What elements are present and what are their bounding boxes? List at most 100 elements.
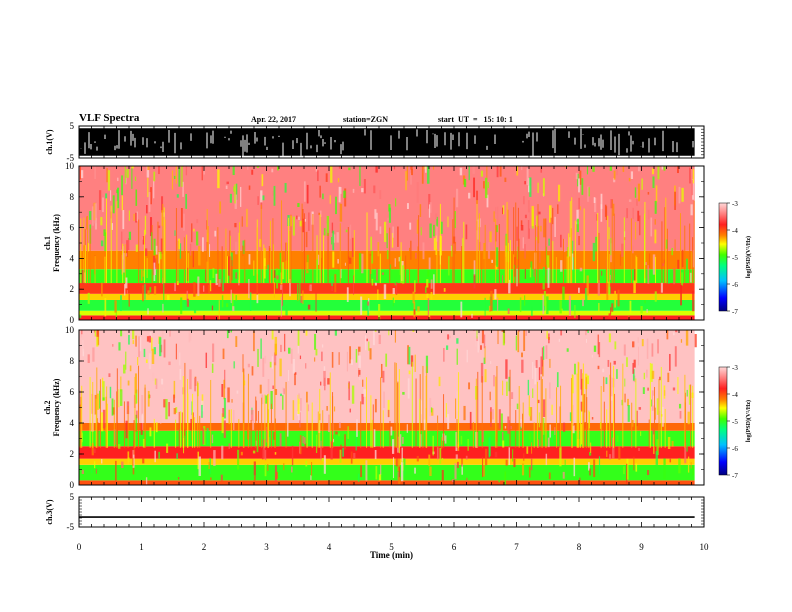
spectrogram-speckle: [123, 364, 126, 374]
spectrogram-speckle: [361, 188, 364, 193]
spectrogram-speckle: [455, 391, 459, 412]
spectrogram-speckle: [98, 190, 102, 211]
spectrogram-speckle: [588, 411, 591, 429]
spectrogram-speckle: [373, 429, 376, 448]
spectrogram-speckle: [233, 361, 235, 369]
spectrogram-speckle: [578, 236, 580, 246]
spectrogram-speckle: [188, 330, 191, 343]
spectrogram-speckle: [133, 213, 135, 221]
spectrogram-speckle: [546, 296, 549, 315]
spectrogram-speckle: [145, 359, 148, 364]
spectrogram-speckle: [377, 289, 379, 301]
spectrogram-speckle: [87, 292, 90, 304]
spectrogram-speckle: [494, 289, 497, 300]
spectrogram-speckle: [222, 348, 225, 360]
spectrogram-speckle: [340, 268, 342, 279]
spectrogram-speckle: [651, 343, 654, 357]
spectrogram-speckle: [284, 182, 287, 193]
spectrogram-speckle: [134, 392, 137, 405]
spectrogram-speckle: [571, 253, 574, 270]
spectrogram-speckle: [523, 330, 526, 352]
spectrogram-speckle: [317, 254, 320, 265]
spectrogram-speckle: [349, 224, 352, 239]
spectrogram-speckle: [227, 387, 230, 403]
spectrogram-speckle: [422, 242, 425, 260]
spectrogram-speckle: [545, 345, 548, 359]
colorbar-tick-label: -3: [732, 364, 738, 372]
spectrogram-speckle: [477, 219, 479, 240]
spectrogram-speckle: [468, 382, 471, 390]
chart-start-time: start UT = 15: 10: 1: [438, 115, 513, 124]
spectrogram-speckle: [623, 344, 626, 356]
spectrogram-speckle: [136, 410, 138, 419]
spectrogram-speckle: [234, 184, 236, 204]
spectrogram-speckle: [340, 444, 342, 448]
spectrogram-speckle: [666, 330, 669, 340]
spectrogram-speckle: [414, 467, 416, 474]
spectrogram-speckle: [465, 224, 468, 240]
spectrogram-speckle: [263, 247, 266, 267]
spectrogram-speckle: [147, 390, 150, 407]
spectrogram-speckle: [296, 215, 298, 220]
spectrogram-speckle: [529, 177, 532, 197]
spectrogram-speckle: [628, 199, 632, 202]
spectrogram-speckle: [654, 229, 657, 244]
spectrogram-speckle: [520, 220, 523, 226]
spectrogram-speckle: [412, 291, 415, 304]
spectrogram-speckle: [631, 419, 634, 427]
spectrogram-speckle: [180, 297, 183, 315]
spectrogram-speckle: [616, 435, 619, 442]
spectrogram-speckle: [127, 238, 130, 251]
spectrogram-speckle: [114, 300, 117, 313]
spectrogram-speckle: [368, 341, 370, 351]
spectrogram-speckle: [128, 294, 130, 307]
spectrogram-speckle: [231, 399, 233, 403]
spectrogram-speckle: [206, 220, 208, 230]
spectrogram-speckle: [639, 215, 641, 236]
spectrogram-speckle: [681, 187, 684, 202]
spectrogram-speckle: [428, 193, 431, 209]
y-axis-label: ch.3(V): [45, 499, 54, 524]
spectrogram-speckle: [671, 247, 674, 256]
spectrogram-speckle: [260, 199, 263, 209]
spectrogram-speckle: [360, 296, 363, 315]
spectrogram-speckle: [254, 475, 256, 484]
spectrogram-speckle: [236, 390, 239, 394]
spectrogram-speckle: [610, 394, 613, 401]
colorbars: -3 -4 -5 -6 -7 log(PSD)(V²/Hz) -3 -4 -5 -6 -7 log(P…: [718, 200, 752, 480]
spectrogram-speckle: [366, 338, 368, 342]
spectrogram-speckle: [435, 235, 438, 255]
spectrogram-speckle: [493, 375, 496, 387]
spectrogram-speckle: [542, 267, 545, 276]
spectrogram-speckle: [580, 401, 584, 412]
spectrogram-speckle: [436, 225, 438, 242]
spectrogram-speckle: [528, 406, 531, 417]
spectrogram-speckle: [305, 330, 308, 336]
spectrogram-speckle: [398, 445, 400, 454]
spectrogram-speckle: [392, 297, 394, 307]
spectrogram-speckle: [149, 286, 152, 293]
y-axis-label: ch.2: [43, 401, 52, 415]
spectrogram-speckle: [606, 281, 609, 300]
spectrogram-speckle: [483, 334, 486, 349]
spectrogram-speckle: [398, 466, 401, 478]
spectrogram-speckle: [490, 361, 492, 364]
spectrogram-speckle: [381, 272, 384, 275]
spectrogram-speckle: [578, 178, 580, 193]
spectrogram-speckle: [449, 335, 451, 339]
spectrogram-speckle: [448, 256, 450, 276]
spectrogram-speckle: [585, 338, 588, 343]
spectrogram-speckle: [328, 414, 331, 433]
spectrogram-speckle: [235, 241, 238, 255]
spectrogram-speckle: [638, 166, 640, 172]
spectrogram-speckle: [217, 169, 220, 189]
spectrogram-speckle: [88, 211, 92, 220]
spectrogram-speckle: [271, 168, 274, 173]
spectrogram-speckle: [94, 203, 97, 224]
spectrogram-speckle: [193, 309, 197, 314]
spectrogram-speckle: [222, 408, 225, 417]
spectrogram-speckle: [463, 405, 466, 421]
spectrogram-speckle: [158, 225, 161, 229]
spectrogram-speckle: [213, 450, 216, 466]
spectrogram-speckle: [543, 291, 546, 306]
